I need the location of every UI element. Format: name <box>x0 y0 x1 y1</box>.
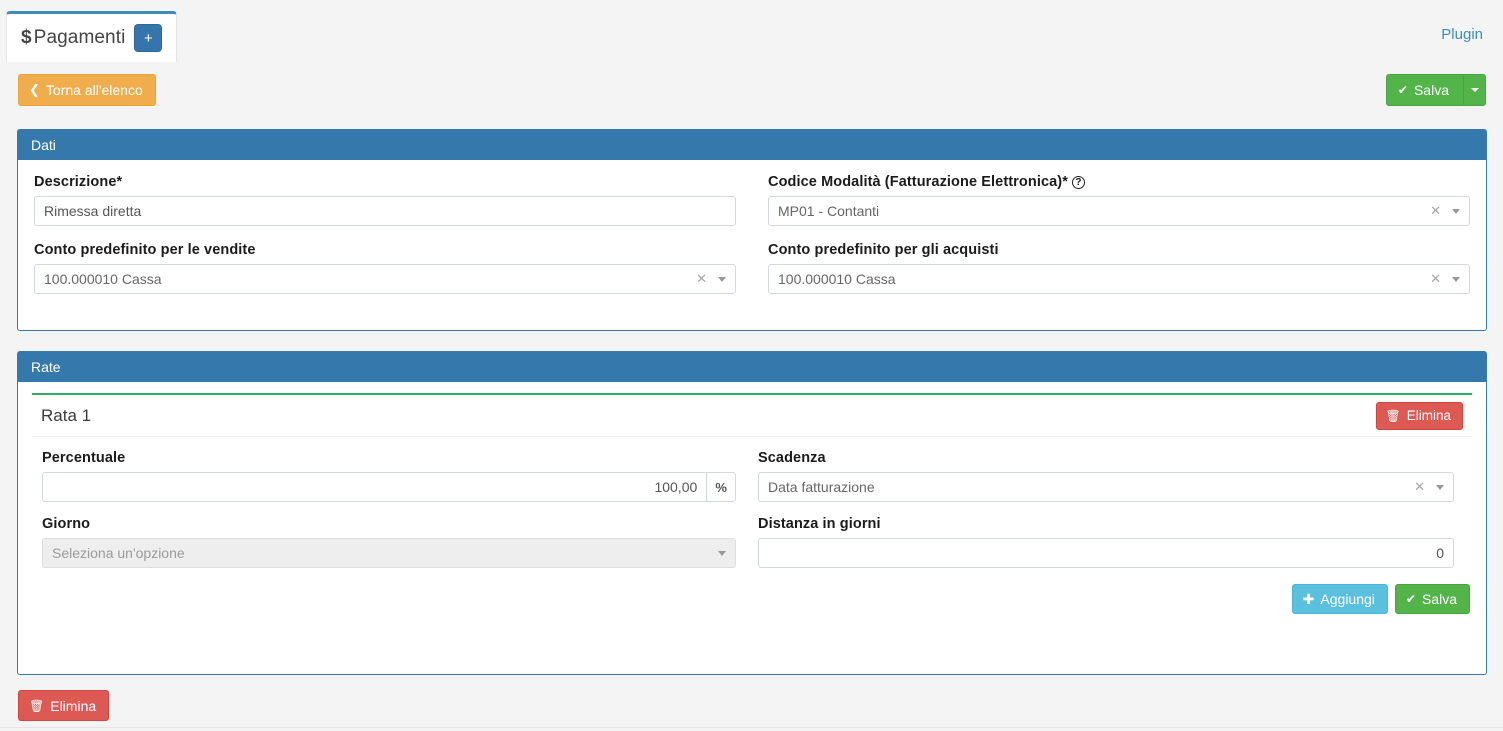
page-bottom-divider <box>0 727 1503 728</box>
distanza-input[interactable] <box>758 538 1454 568</box>
percentuale-label: Percentuale <box>42 450 126 466</box>
clear-icon[interactable]: ✕ <box>1430 271 1441 286</box>
chevron-down-icon[interactable] <box>1436 473 1444 501</box>
tab-pagamenti[interactable]: $ Pagamenti + <box>6 11 178 62</box>
scadenza-label: Scadenza <box>758 450 826 466</box>
save-button-label: Salva <box>1413 82 1449 98</box>
help-circle-icon[interactable]: ? <box>1071 176 1085 189</box>
panel-rate: Rate Rata 1 🗑 Elimina Percentuale <box>17 351 1487 675</box>
back-to-list-button[interactable]: ❮ Torna all'elenco <box>18 74 156 106</box>
descrizione-label: Descrizione* <box>34 174 123 190</box>
trash-icon: 🗑 <box>1385 408 1401 423</box>
rata-card: Rata 1 🗑 Elimina Percentuale % <box>32 393 1472 568</box>
chevron-down-icon <box>1470 88 1479 92</box>
add-rata-button[interactable]: ✚ Aggiungi <box>1291 584 1388 614</box>
panel-dati-body: Descrizione* Codice Modalità (Fatturazio… <box>18 174 1486 294</box>
conto-vendite-value: 100.000010 Cassa <box>44 271 162 287</box>
clear-icon[interactable]: ✕ <box>1430 203 1441 218</box>
save-rate-button[interactable]: ✔ Salva <box>1394 584 1470 614</box>
giorno-label: Giorno <box>42 516 91 532</box>
panel-dati: Dati Descrizione* Codice Modalità (Fattu… <box>17 129 1487 331</box>
giorno-placeholder: Seleziona un'opzione <box>52 545 185 561</box>
giorno-select[interactable]: Seleziona un'opzione <box>42 538 736 568</box>
clear-icon[interactable]: ✕ <box>696 271 707 286</box>
scadenza-select[interactable]: Data fatturazione ✕ <box>758 472 1454 502</box>
percentuale-input-group: % <box>42 472 736 502</box>
form-row-1: Descrizione* Codice Modalità (Fatturazio… <box>18 174 1486 226</box>
chevron-down-icon[interactable] <box>1452 265 1460 293</box>
scadenza-value: Data fatturazione <box>768 479 875 495</box>
field-codice-modalita: Codice Modalità (Fatturazione Elettronic… <box>752 174 1486 226</box>
trash-icon: 🗑 <box>29 698 45 713</box>
panel-dati-header: Dati <box>18 130 1486 160</box>
tab-strip: $ Pagamenti + Plugin <box>0 0 1503 62</box>
form-row-2: Conto predefinito per le vendite 100.000… <box>18 242 1486 294</box>
check-icon: ✔ <box>1397 83 1408 97</box>
tab-title: $ Pagamenti <box>21 27 125 49</box>
conto-vendite-select[interactable]: 100.000010 Cassa ✕ <box>34 264 736 294</box>
delete-payment-button[interactable]: 🗑 Elimina <box>18 690 110 721</box>
delete-payment-label: Elimina <box>50 697 97 714</box>
plugin-link[interactable]: Plugin <box>1441 26 1483 43</box>
conto-vendite-label: Conto predefinito per le vendite <box>34 242 256 258</box>
save-rate-label: Salva <box>1421 591 1457 607</box>
delete-rata-button[interactable]: 🗑 Elimina <box>1375 401 1463 430</box>
chevron-down-icon[interactable] <box>718 265 726 293</box>
panel-rate-title: Rate <box>31 359 61 375</box>
add-tab-button[interactable]: + <box>134 24 163 52</box>
field-conto-vendite: Conto predefinito per le vendite 100.000… <box>18 242 752 294</box>
delete-rata-label: Elimina <box>1406 407 1451 423</box>
field-scadenza: Scadenza Data fatturazione ✕ <box>752 450 1472 502</box>
percent-addon-icon: % <box>706 472 736 502</box>
panel-dati-title: Dati <box>31 137 56 153</box>
chevron-down-icon <box>718 539 726 567</box>
add-rata-label: Aggiungi <box>1320 591 1375 607</box>
rata-row-2: Giorno Seleziona un'opzione Distanza in … <box>32 516 1472 568</box>
codice-modalita-select[interactable]: MP01 - Contanti ✕ <box>768 196 1470 226</box>
rata-row-1: Percentuale % Scadenza Data fatturazione… <box>32 450 1472 502</box>
panel-rate-header: Rate <box>18 352 1486 382</box>
save-button-group: ✔ Salva <box>1385 74 1486 106</box>
check-icon: ✔ <box>1405 592 1416 606</box>
codice-modalita-label: Codice Modalità (Fatturazione Elettronic… <box>768 174 1470 190</box>
clear-icon[interactable]: ✕ <box>1414 479 1425 494</box>
codice-modalita-value: MP01 - Contanti <box>778 203 880 219</box>
chevron-left-icon: ❮ <box>29 82 40 97</box>
conto-acquisti-label: Conto predefinito per gli acquisti <box>768 242 999 258</box>
conto-acquisti-value: 100.000010 Cassa <box>778 271 896 287</box>
field-giorno: Giorno Seleziona un'opzione <box>32 516 752 568</box>
codice-modalita-label-text: Codice Modalità (Fatturazione Elettronic… <box>768 174 1068 190</box>
dollar-sign-icon: $ <box>21 27 32 48</box>
plus-icon: ✚ <box>1302 591 1315 607</box>
tab-title-text: Pagamenti <box>33 27 126 48</box>
save-dropdown-toggle[interactable] <box>1464 74 1486 106</box>
descrizione-input[interactable] <box>34 196 736 226</box>
percentuale-input[interactable] <box>42 472 707 502</box>
conto-acquisti-select[interactable]: 100.000010 Cassa ✕ <box>768 264 1470 294</box>
field-conto-acquisti: Conto predefinito per gli acquisti 100.0… <box>752 242 1486 294</box>
distanza-label: Distanza in giorni <box>758 516 881 532</box>
field-percentuale: Percentuale % <box>32 450 752 502</box>
rata-title: Rata 1 <box>41 405 92 425</box>
chevron-down-icon[interactable] <box>1452 197 1460 225</box>
save-button[interactable]: ✔ Salva <box>1385 74 1464 106</box>
panel-rate-body: Rata 1 🗑 Elimina Percentuale % <box>18 393 1486 614</box>
rate-footer: ✚ Aggiungi ✔ Salva <box>18 568 1486 614</box>
back-to-list-label: Torna all'elenco <box>45 82 143 98</box>
field-distanza: Distanza in giorni <box>752 516 1472 568</box>
rata-header: Rata 1 🗑 Elimina <box>32 395 1472 437</box>
rata-body: Percentuale % Scadenza Data fatturazione… <box>32 437 1472 568</box>
field-descrizione: Descrizione* <box>18 174 752 226</box>
